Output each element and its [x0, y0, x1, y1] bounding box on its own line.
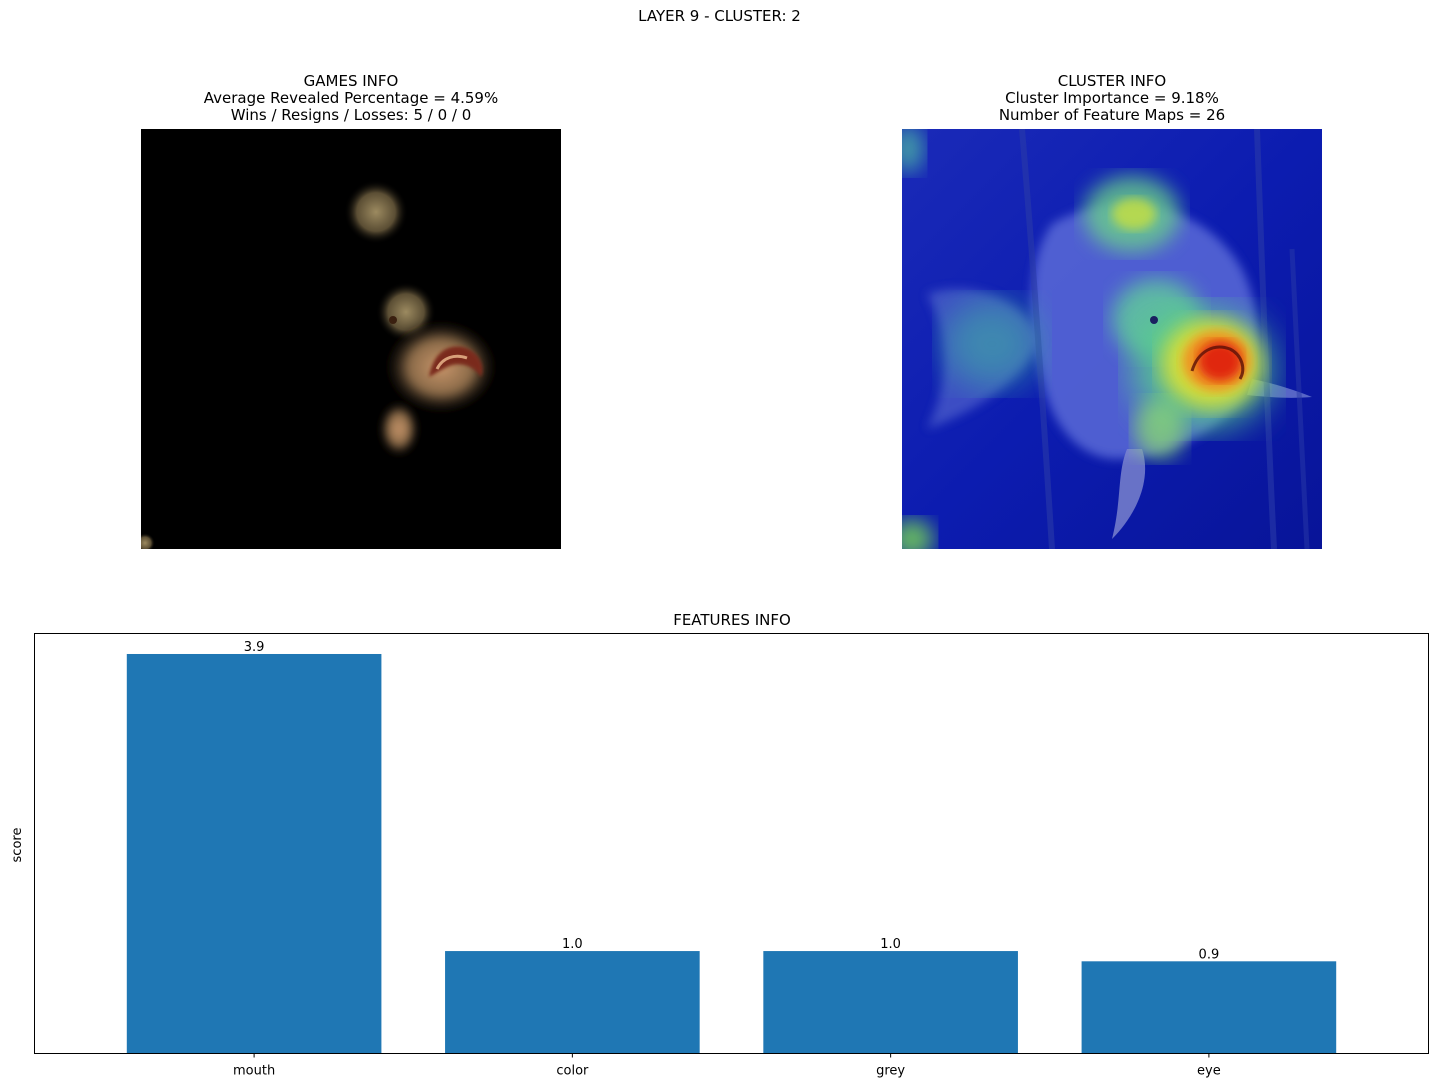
cluster-info-importance: Cluster Importance = 9.18% [1005, 89, 1219, 107]
plot-frame [34, 633, 1429, 1054]
bars-group [126, 653, 1337, 1054]
value-label-mouth: 3.9 [244, 640, 265, 655]
x-tick-label-color: color [556, 1064, 589, 1079]
x-tick-label-eye: eye [1197, 1064, 1221, 1079]
cluster-info-title: CLUSTER INFO [1057, 72, 1167, 90]
cluster-info-feature-maps: Number of Feature Maps = 26 [998, 106, 1226, 124]
cluster-heatmap-image [902, 129, 1322, 549]
games-info-revealed-percentage: Average Revealed Percentage = 4.59% [203, 89, 499, 107]
bar-grey [763, 951, 1018, 1054]
games-info-wins-resigns-losses: Wins / Resigns / Losses: 5 / 0 / 0 [230, 106, 472, 124]
figure-suptitle: LAYER 9 - CLUSTER: 2 [638, 7, 801, 25]
x-ticks-group: mouth color grey eye [233, 1053, 1221, 1079]
value-label-color: 1.0 [562, 937, 583, 952]
y-axis-label: score [10, 828, 25, 863]
value-label-eye: 0.9 [1199, 947, 1220, 962]
bar-eye [1081, 961, 1337, 1054]
value-labels-group: 3.9 1.0 1.0 0.9 [244, 640, 1219, 962]
x-tick-label-mouth: mouth [233, 1064, 275, 1079]
x-tick-label-grey: grey [876, 1064, 905, 1079]
features-bar-chart: FEATURES INFO score 3.9 1.0 1.0 0.9 mouth co… [10, 611, 1429, 1079]
bar-mouth [126, 653, 382, 1054]
games-info-title-block: GAMES INFO Average Revealed Percentage =… [141, 73, 561, 124]
bar-color [445, 951, 700, 1054]
games-info-title: GAMES INFO [303, 72, 399, 90]
cluster-info-title-block: CLUSTER INFO Cluster Importance = 9.18% … [902, 73, 1322, 124]
chart-title: FEATURES INFO [673, 611, 791, 629]
revealed-fish-image [141, 129, 561, 549]
value-label-grey: 1.0 [880, 937, 901, 952]
